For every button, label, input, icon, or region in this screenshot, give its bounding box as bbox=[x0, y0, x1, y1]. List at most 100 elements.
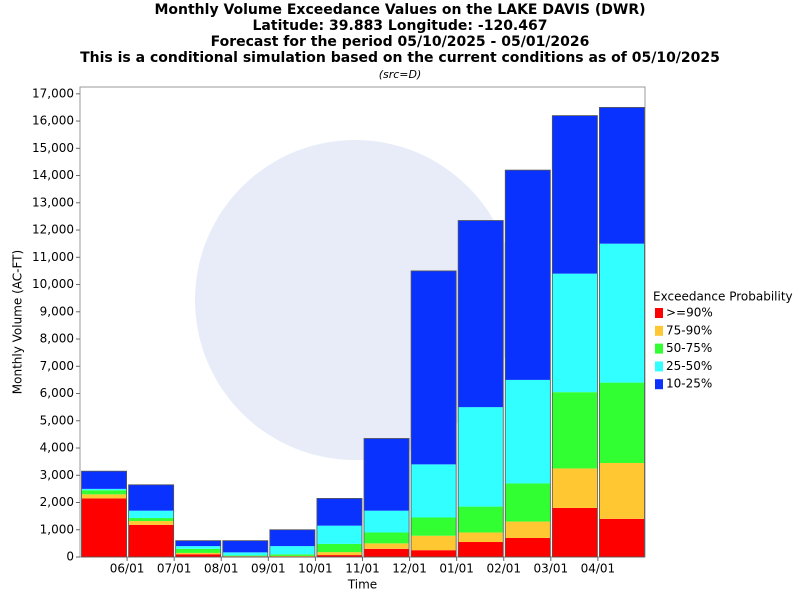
bar-outline bbox=[504, 169, 551, 558]
bar-segment bbox=[364, 543, 410, 549]
bar-segment bbox=[128, 518, 174, 522]
y-tick-label: 8,000 bbox=[40, 332, 74, 346]
bar-segment bbox=[81, 494, 127, 499]
bar-outline bbox=[81, 470, 127, 558]
bar-segment bbox=[599, 518, 645, 557]
bar-segment bbox=[364, 532, 410, 544]
chart-title: Monthly Volume Exceedance Values on the … bbox=[154, 2, 645, 18]
x-tick-label: 12/01 bbox=[392, 562, 427, 576]
x-tick-label: 04/01 bbox=[581, 562, 616, 576]
bar-segment bbox=[552, 507, 598, 557]
chart-title: This is a conditional simulation based o… bbox=[80, 50, 720, 66]
bar-outline bbox=[175, 540, 222, 558]
bar-segment bbox=[505, 483, 551, 522]
bar-segment bbox=[599, 243, 645, 383]
bar-segment bbox=[128, 521, 174, 525]
legend-swatch bbox=[655, 325, 663, 336]
bar-segment bbox=[505, 379, 551, 484]
legend-label: 50-75% bbox=[666, 341, 712, 355]
legend-swatch bbox=[655, 343, 663, 354]
bar-segment bbox=[458, 532, 504, 543]
y-tick-label: 6,000 bbox=[40, 386, 74, 400]
bar-outline bbox=[128, 484, 175, 558]
bar-segment bbox=[269, 554, 315, 556]
y-tick-label: 9,000 bbox=[40, 304, 74, 318]
legend-title: Exceedance Probability bbox=[653, 290, 793, 304]
bar-outline bbox=[316, 498, 363, 558]
y-tick-label: 17,000 bbox=[32, 86, 74, 100]
legend-swatch bbox=[655, 308, 663, 318]
bar-segment bbox=[316, 525, 362, 544]
bar-segment bbox=[411, 535, 457, 551]
y-tick-label: 2,000 bbox=[40, 495, 74, 509]
bar-segment bbox=[552, 392, 598, 469]
x-tick-label: 08/01 bbox=[204, 562, 239, 576]
y-tick-label: 4,000 bbox=[40, 441, 74, 455]
bar-segment bbox=[411, 464, 457, 518]
bar-segment bbox=[269, 555, 315, 557]
bar-segment bbox=[599, 463, 645, 519]
x-tick-label: 10/01 bbox=[298, 562, 333, 576]
bar-segment bbox=[411, 517, 457, 536]
y-tick-label: 14,000 bbox=[32, 168, 74, 182]
y-tick-label: 5,000 bbox=[40, 413, 74, 427]
bar-segment bbox=[505, 521, 551, 538]
x-tick-label: 02/01 bbox=[486, 562, 521, 576]
bar-segment bbox=[128, 510, 174, 519]
bar-segment bbox=[411, 550, 457, 557]
bar-segment bbox=[128, 524, 174, 557]
bar-segment bbox=[81, 488, 127, 491]
bar-segment bbox=[175, 554, 221, 557]
y-tick-label: 0 bbox=[66, 550, 74, 564]
bar-segment bbox=[316, 555, 362, 557]
bar-segment bbox=[316, 552, 362, 556]
y-tick-label: 13,000 bbox=[32, 195, 74, 209]
y-tick-label: 11,000 bbox=[32, 250, 74, 264]
bar-segment bbox=[269, 529, 315, 547]
legend-label: >=90% bbox=[666, 306, 713, 320]
bar-segment bbox=[458, 220, 504, 408]
bar-outline bbox=[457, 220, 504, 558]
bar-segment bbox=[505, 170, 551, 380]
bar-segment bbox=[458, 506, 504, 533]
bar-segment bbox=[175, 548, 221, 553]
bar-outline bbox=[269, 529, 316, 558]
bar-segment bbox=[316, 498, 362, 526]
bar-segment bbox=[364, 438, 410, 511]
y-tick-label: 15,000 bbox=[32, 141, 74, 155]
bar-segment bbox=[458, 407, 504, 507]
legend-label: 10-25% bbox=[666, 377, 712, 391]
bar-outline bbox=[222, 540, 269, 558]
bar-segment bbox=[175, 552, 221, 555]
bar-segment bbox=[599, 107, 645, 244]
x-tick-label: 11/01 bbox=[345, 562, 380, 576]
bar-segment bbox=[222, 555, 268, 557]
bar-segment bbox=[364, 548, 410, 557]
y-tick-label: 1,000 bbox=[40, 522, 74, 536]
x-axis-label: Time bbox=[347, 578, 377, 592]
bar-segment bbox=[175, 540, 221, 547]
y-tick-label: 7,000 bbox=[40, 359, 74, 373]
bar-outline bbox=[410, 270, 457, 558]
y-tick-label: 12,000 bbox=[32, 223, 74, 237]
bar-outline bbox=[599, 107, 645, 558]
bar-segment bbox=[175, 546, 221, 549]
bar-segment bbox=[458, 542, 504, 557]
bar-segment bbox=[411, 270, 457, 465]
bar-segment bbox=[128, 484, 174, 511]
y-tick-label: 16,000 bbox=[32, 114, 74, 128]
x-tick-label: 07/01 bbox=[157, 562, 192, 576]
chart-title: Latitude: 39.883 Longitude: -120.467 bbox=[253, 18, 548, 34]
bar-segment bbox=[81, 498, 127, 557]
legend-swatch bbox=[655, 379, 663, 390]
bar-segment bbox=[269, 546, 315, 555]
bar-outline bbox=[363, 438, 410, 558]
bar-segment bbox=[81, 490, 127, 495]
x-tick-label: 03/01 bbox=[534, 562, 569, 576]
legend-label: 25-50% bbox=[666, 359, 712, 373]
bar-segment bbox=[599, 382, 645, 463]
y-axis-label: Monthly Volume (AC-FT) bbox=[11, 250, 25, 394]
bar-segment bbox=[552, 273, 598, 393]
bar-segment bbox=[81, 471, 127, 489]
